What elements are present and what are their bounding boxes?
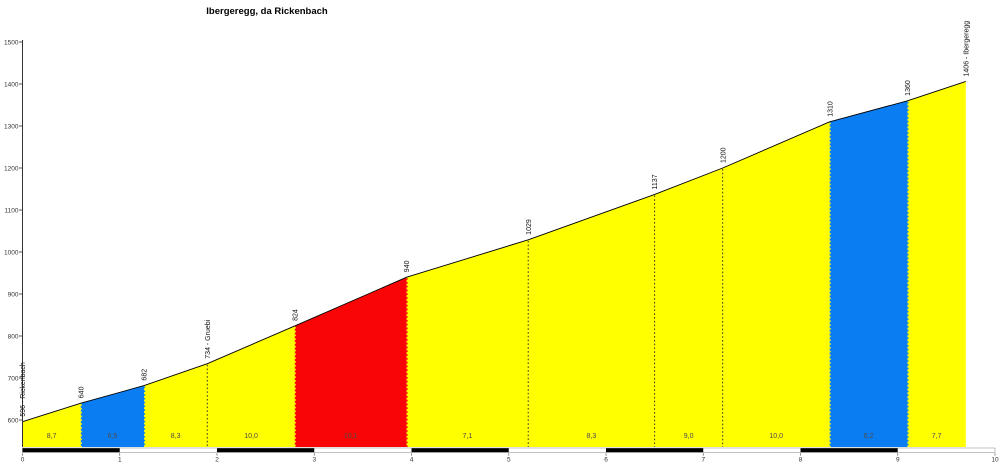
x-axis-tick-label: 6 bbox=[604, 457, 608, 463]
y-axis-tick-label: 700 bbox=[8, 375, 19, 382]
x-axis-tick-label: 10 bbox=[991, 457, 999, 463]
elevation-point-label: 940 bbox=[404, 260, 411, 272]
profile-segment bbox=[207, 325, 295, 447]
segment-gradient-label: 9,0 bbox=[684, 433, 694, 440]
profile-segment bbox=[829, 100, 908, 448]
x-axis-tick-label: 9 bbox=[896, 457, 900, 463]
y-axis-tick-label: 1300 bbox=[4, 123, 19, 130]
profile-segment bbox=[80, 385, 145, 447]
y-axis-tick-label: 900 bbox=[8, 291, 19, 298]
elevation-point-label: 1406 - Ibergeregg bbox=[963, 21, 970, 77]
profile-line bbox=[22, 81, 966, 423]
x-axis-tick-label: 1 bbox=[118, 457, 122, 463]
profile-segment bbox=[907, 81, 966, 447]
segment-gradient-label: 8,3 bbox=[587, 433, 597, 440]
elevation-point-label: 682 bbox=[142, 369, 149, 381]
x-axis-tick-label: 2 bbox=[215, 457, 219, 463]
segment-gradient-label: 8,3 bbox=[171, 433, 181, 440]
elevation-point-label: 1029 bbox=[526, 219, 533, 235]
segment-gradient-label: 7,1 bbox=[463, 433, 473, 440]
elevation-point-label: 640 bbox=[78, 386, 85, 398]
profile-segment bbox=[528, 194, 655, 447]
distance-band-dark-km bbox=[217, 448, 315, 453]
segment-gradient-label: 10,0 bbox=[769, 433, 783, 440]
x-axis-tick-label: 8 bbox=[799, 457, 803, 463]
x-axis-tick-label: 4 bbox=[410, 457, 414, 463]
y-axis-tick-label: 1400 bbox=[4, 81, 19, 88]
x-axis-tick-label: 3 bbox=[312, 457, 316, 463]
elevation-point-label: 1360 bbox=[905, 80, 912, 96]
y-axis-tick-label: 1200 bbox=[4, 165, 19, 172]
profile-segment bbox=[144, 363, 208, 447]
segment-gradient-label: 7,7 bbox=[932, 433, 942, 440]
elevation-point-label: 1137 bbox=[652, 174, 659, 189]
elevation-point-label: 734 - Gruebi bbox=[205, 319, 212, 358]
profile-segment bbox=[22, 403, 81, 447]
profile-segment bbox=[722, 121, 830, 448]
profile-segment bbox=[294, 277, 407, 447]
segment-gradient-label: 10,0 bbox=[244, 433, 258, 440]
segment-gradient-label: 6,2 bbox=[864, 433, 874, 440]
segment-gradient-label: 6,5 bbox=[108, 433, 118, 440]
distance-band-dark-km bbox=[411, 448, 509, 453]
elevation-point-label: 1200 bbox=[720, 147, 727, 163]
profile-segment bbox=[406, 239, 529, 447]
elevation-point-label: 1310 bbox=[827, 101, 834, 117]
x-axis-tick-label: 7 bbox=[701, 457, 705, 463]
segment-gradient-label: 8,7 bbox=[47, 433, 57, 440]
distance-band-dark-km bbox=[22, 448, 120, 453]
y-axis-tick-label: 1100 bbox=[5, 207, 19, 214]
elevation-point-label: 824 bbox=[292, 309, 299, 321]
distance-band-dark-km bbox=[606, 448, 704, 453]
y-axis-tick-label: 600 bbox=[8, 417, 19, 424]
elevation-point-label: 596 - Rickenbach bbox=[20, 362, 27, 417]
y-axis-tick-label: 1500 bbox=[4, 39, 19, 46]
x-axis-tick-label: 0 bbox=[21, 457, 25, 463]
x-axis-tick-label: 5 bbox=[507, 457, 511, 463]
profile-segment bbox=[654, 168, 723, 447]
segment-gradient-label: 10,1 bbox=[344, 433, 358, 440]
y-axis-tick-label: 1000 bbox=[4, 249, 19, 256]
y-axis-tick-label: 800 bbox=[8, 333, 19, 340]
chart-title: Ibergeregg, da Rickenbach bbox=[206, 6, 328, 17]
distance-band-dark-km bbox=[800, 448, 898, 453]
